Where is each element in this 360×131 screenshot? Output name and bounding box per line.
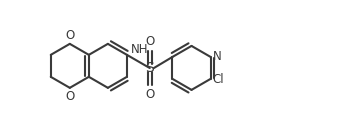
Text: NH: NH <box>131 43 148 56</box>
Text: O: O <box>145 88 154 101</box>
Text: O: O <box>65 90 75 103</box>
Text: N: N <box>213 50 221 63</box>
Text: O: O <box>145 35 154 48</box>
Text: S: S <box>145 61 154 75</box>
Text: Cl: Cl <box>213 73 224 86</box>
Text: O: O <box>65 29 75 42</box>
